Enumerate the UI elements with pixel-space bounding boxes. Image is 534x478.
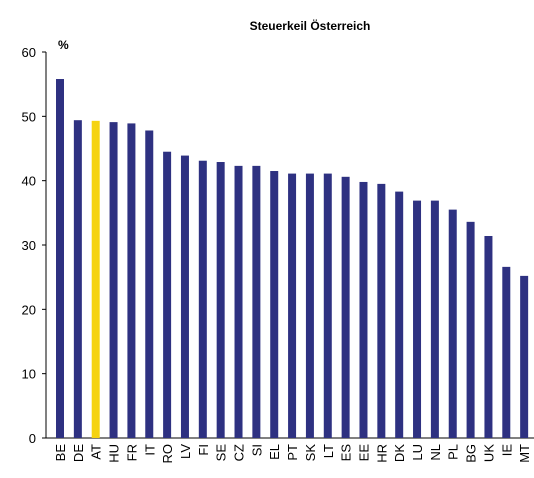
bar <box>109 122 118 438</box>
bar <box>341 176 350 438</box>
x-tick-label: CZ <box>232 444 247 461</box>
bar <box>305 173 314 438</box>
x-tick-label: PT <box>285 444 300 461</box>
bar <box>73 120 82 439</box>
bar <box>430 200 439 438</box>
y-tick-label: 60 <box>22 45 36 60</box>
bar <box>359 181 368 438</box>
bar <box>163 151 172 438</box>
bar <box>413 200 422 438</box>
chart-title: Steuerkeil Österreich <box>250 18 371 33</box>
bar <box>502 266 511 438</box>
x-tick-label: LV <box>178 444 193 459</box>
x-tick-label: EE <box>356 444 371 462</box>
x-tick-label: PL <box>446 444 461 460</box>
x-tick-label: BG <box>464 444 479 463</box>
bar <box>127 123 136 438</box>
bar <box>145 130 154 438</box>
bar <box>484 235 493 438</box>
x-tick-label: HU <box>107 444 122 463</box>
x-tick-label: ES <box>339 444 354 462</box>
x-tick-label: MT <box>517 444 532 463</box>
x-tick-label: LT <box>321 444 336 458</box>
x-tick-label: SI <box>249 444 264 456</box>
x-tick-label: NL <box>428 444 443 461</box>
y-tick-label: 30 <box>22 238 36 253</box>
bar <box>270 171 279 438</box>
x-tick-label: FR <box>124 444 139 461</box>
bar <box>288 173 297 438</box>
x-tick-label: IE <box>499 444 514 457</box>
y-tick-label: 10 <box>22 367 36 382</box>
bar <box>56 79 64 439</box>
bar <box>198 160 207 438</box>
bar <box>91 120 100 438</box>
x-tick-label: EL <box>267 444 282 460</box>
bar <box>323 173 332 438</box>
y-axis-label: % <box>58 38 69 52</box>
y-tick-label: 20 <box>22 302 36 317</box>
x-tick-label: FI <box>196 444 211 456</box>
bar <box>180 155 189 438</box>
x-tick-label: DE <box>71 444 86 462</box>
y-tick-label: 40 <box>22 174 36 189</box>
x-tick-label: SK <box>303 444 318 462</box>
x-tick-label: HR <box>374 444 389 463</box>
x-tick-label: LU <box>410 444 425 461</box>
x-tick-label: BE <box>53 444 68 462</box>
bar <box>234 165 243 438</box>
x-tick-label: DK <box>392 444 407 462</box>
x-tick-label: SE <box>214 444 229 462</box>
bar <box>252 165 261 438</box>
bar <box>448 209 457 438</box>
x-tick-label: RO <box>160 444 175 464</box>
bar <box>377 183 386 438</box>
x-tick-label: IT <box>142 444 157 456</box>
bar <box>520 275 529 438</box>
y-tick-label: 50 <box>22 109 36 124</box>
bar <box>466 221 475 438</box>
y-tick-label: 0 <box>29 431 36 446</box>
bar <box>216 162 225 438</box>
bar <box>395 191 404 438</box>
x-tick-label: AT <box>89 444 104 460</box>
x-tick-label: UK <box>481 444 496 462</box>
